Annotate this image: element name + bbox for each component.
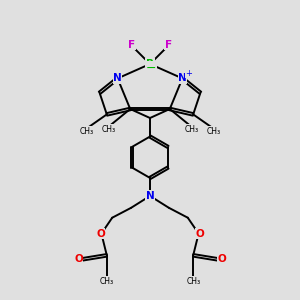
Text: O: O [217, 254, 226, 264]
Text: CH₃: CH₃ [206, 127, 220, 136]
Text: B: B [146, 59, 154, 69]
Text: O: O [74, 254, 83, 264]
Text: CH₃: CH₃ [101, 125, 116, 134]
Text: F: F [128, 40, 135, 50]
Text: F: F [165, 40, 172, 50]
Text: −: − [146, 61, 156, 74]
Text: CH₃: CH₃ [184, 125, 199, 134]
Text: CH₃: CH₃ [100, 277, 114, 286]
Text: CH₃: CH₃ [186, 277, 200, 286]
Text: N: N [113, 74, 122, 83]
Text: +: + [185, 69, 192, 78]
Text: CH₃: CH₃ [80, 127, 94, 136]
Text: N: N [178, 74, 187, 83]
Text: O: O [96, 229, 105, 238]
Text: N: N [146, 191, 154, 201]
Text: O: O [195, 229, 204, 238]
